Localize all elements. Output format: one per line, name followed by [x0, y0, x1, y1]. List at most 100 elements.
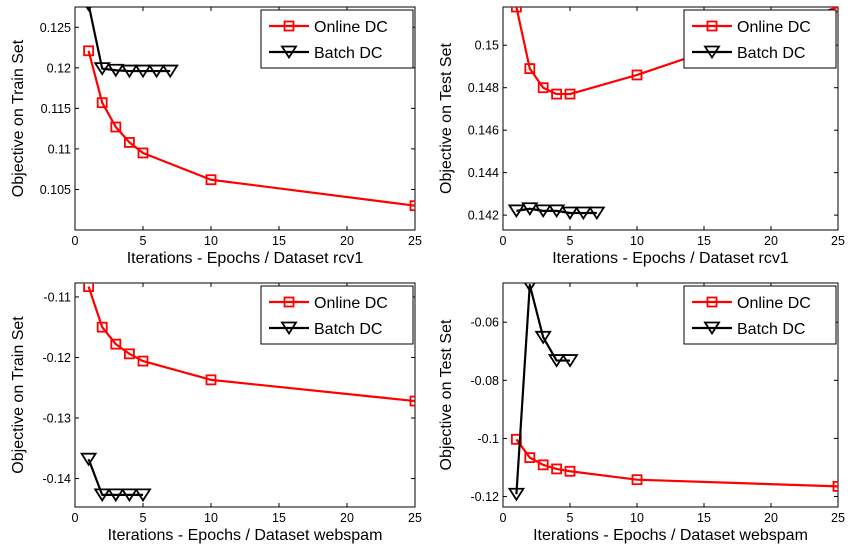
- data-point-online-dc: [96, 321, 108, 333]
- x-tick-label: 10: [204, 511, 218, 525]
- data-point-online-dc: [510, 7, 522, 13]
- legend: Online DC Batch DC: [260, 285, 414, 345]
- y-tick-label: 0.146: [468, 124, 499, 138]
- series-line-online-dc: [515, 7, 838, 96]
- y-tick-label: 0.15: [475, 39, 499, 53]
- x-tick-label: 0: [500, 234, 507, 248]
- x-tick-label: 20: [340, 234, 354, 248]
- x-tick-label: 5: [567, 234, 574, 248]
- series-layer: [507, 7, 838, 221]
- x-tick-label: 15: [697, 234, 711, 248]
- y-tick-label: -0.11: [43, 290, 71, 304]
- legend-label: Online DC: [314, 19, 388, 36]
- series-line-online-dc: [87, 286, 415, 403]
- data-point-online-dc: [564, 465, 576, 477]
- legend-swatch-marker: [283, 296, 295, 308]
- legend-swatch-marker: [703, 45, 721, 60]
- data-point-online-dc: [832, 480, 838, 492]
- y-tick-label: 0.105: [40, 183, 71, 197]
- data-point-batch-dc: [547, 204, 566, 219]
- chart-panel-2: 0 5 10 15 20 25 0.142 0.144 0.146 0.148 0.15 Iterat…: [438, 6, 845, 267]
- x-axis-label: Iterations - Epochs / Dataset rcv1: [552, 250, 789, 267]
- x-tick-label: 15: [272, 511, 286, 525]
- y-tick-label: 0.115: [41, 102, 71, 116]
- y-tick-label: 0.144: [468, 166, 499, 180]
- x-tick-label: 5: [140, 511, 147, 525]
- data-point-batch-dc: [85, 7, 92, 12]
- y-tick-label: -0.12: [43, 351, 72, 365]
- x-tick-label: 10: [630, 234, 644, 248]
- data-point-online-dc: [96, 97, 108, 109]
- data-point-batch-dc: [120, 488, 139, 503]
- series-line-online-dc: [87, 50, 415, 207]
- y-axis-label: Objective on Train Set: [10, 316, 27, 474]
- legend: Online DC Batch DC: [683, 9, 837, 69]
- data-point-online-dc: [137, 147, 149, 159]
- data-point-batch-dc: [134, 64, 152, 79]
- y-tick-label: -0.14: [43, 472, 72, 486]
- data-point-online-dc: [564, 88, 576, 100]
- data-point-batch-dc: [521, 202, 539, 216]
- data-point-batch-dc: [547, 354, 566, 368]
- data-point-online-dc: [551, 463, 562, 475]
- data-point-batch-dc: [561, 354, 579, 368]
- y-tick-label: 0.148: [468, 81, 499, 95]
- x-tick-label: 0: [72, 511, 79, 525]
- legend-label: Online DC: [737, 295, 811, 312]
- data-point-batch-dc: [107, 63, 125, 78]
- data-point-online-dc: [524, 452, 536, 464]
- y-axis-label: Objective on Train Set: [10, 39, 27, 197]
- series-layer: [507, 283, 838, 502]
- legend-label: Batch DC: [314, 321, 382, 338]
- series-line-batch-dc: [516, 207, 597, 215]
- data-point-batch-dc: [161, 64, 179, 79]
- legend-label: Online DC: [314, 295, 388, 312]
- legend-label: Batch DC: [737, 45, 805, 62]
- plot-area-frame: [502, 282, 839, 508]
- legend-box: [683, 285, 837, 345]
- data-point-online-dc: [631, 474, 643, 486]
- data-point-online-dc: [83, 45, 94, 57]
- legend-label: Batch DC: [737, 321, 805, 338]
- data-point-batch-dc: [507, 204, 526, 219]
- data-point-online-dc: [110, 121, 122, 133]
- chart-panel-3: 0 5 10 15 20 25 -0.14 -0.13 -0.12 -0.11 Iterations…: [10, 282, 422, 544]
- data-point-online-dc: [110, 338, 122, 350]
- x-tick-label: 10: [204, 234, 218, 248]
- y-tick-label: -0.1: [477, 432, 499, 446]
- data-point-online-dc: [537, 459, 549, 471]
- data-point-online-dc: [524, 63, 536, 74]
- data-point-batch-dc: [93, 488, 111, 503]
- legend: Online DC Batch DC: [683, 285, 837, 345]
- data-point-batch-dc: [93, 62, 111, 76]
- legend-label: Online DC: [737, 19, 811, 36]
- data-point-batch-dc: [588, 206, 606, 221]
- x-axis-label: Iterations - Epochs / Dataset webspam: [108, 527, 383, 544]
- plot-area-frame: [74, 282, 416, 508]
- data-point-online-dc: [551, 88, 562, 100]
- data-point-online-dc: [205, 174, 217, 186]
- x-tick-label: 10: [630, 511, 644, 525]
- data-point-online-dc: [124, 137, 135, 148]
- series-line-batch-dc: [87, 7, 171, 73]
- x-axis-label: Iterations - Epochs / Dataset rcv1: [127, 250, 364, 267]
- data-point-online-dc: [205, 374, 217, 386]
- y-tick-label: 0.12: [47, 61, 71, 75]
- y-tick-label: 0.11: [48, 142, 71, 156]
- data-point-online-dc: [137, 355, 149, 367]
- data-point-online-dc: [537, 82, 549, 94]
- data-point-batch-dc: [534, 204, 552, 219]
- y-tick-label: 0.125: [40, 21, 71, 35]
- data-point-batch-dc: [107, 488, 125, 503]
- x-axis-label: Iterations - Epochs / Dataset webspam: [533, 527, 808, 544]
- x-tick-label: 15: [272, 234, 286, 248]
- y-tick-label: -0.08: [471, 374, 500, 388]
- data-point-batch-dc: [574, 206, 593, 221]
- series-layer: [83, 7, 415, 212]
- chart-panel-1: 0 5 10 15 20 25 0.105 0.11 0.115 0.12 0.125 Iterati…: [10, 6, 422, 267]
- y-tick-label: -0.13: [43, 412, 72, 426]
- plot-area-frame: [74, 6, 416, 231]
- x-tick-label: 15: [697, 511, 711, 525]
